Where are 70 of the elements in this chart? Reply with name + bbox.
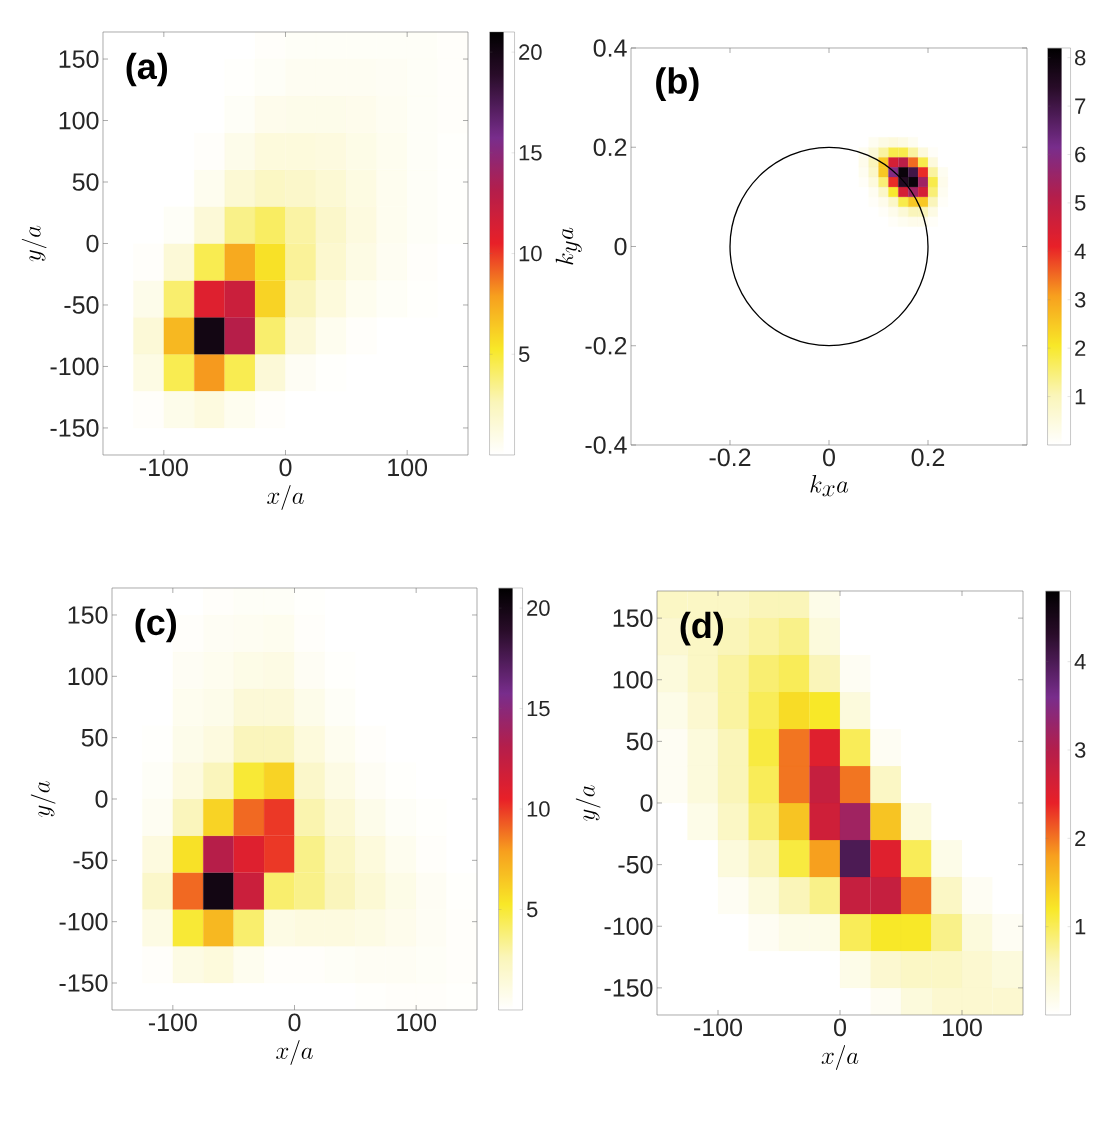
x-axis-title: $x/a$	[821, 1045, 859, 1070]
color-bar-label: 5	[518, 346, 530, 362]
y-tick-label: -50	[64, 296, 99, 314]
x-tick-label: 0.2	[911, 448, 945, 467]
text: (c)	[135, 608, 176, 643]
color-bar-label: 1	[1075, 919, 1086, 935]
color-bar-label: 4	[1074, 654, 1086, 670]
color-bar-label: 3	[1074, 291, 1086, 308]
color-bar-label: 15	[527, 700, 550, 717]
color-bar-label: 5	[526, 901, 538, 918]
color-bar-label: 4	[1074, 243, 1086, 259]
x-tick-label: 100	[388, 458, 428, 477]
y-tick-label: -100	[50, 357, 99, 376]
color-bar-label: 20	[519, 44, 542, 60]
y-axis-title: $k_ya$	[555, 227, 582, 265]
color-bar-label: 8	[1075, 49, 1086, 66]
y-tick-label: 0	[640, 794, 653, 812]
color-bar-label: 5	[1074, 195, 1086, 211]
color-bar-label: 10	[519, 245, 542, 262]
x-tick-label: 100	[397, 1013, 437, 1032]
y-tick-label: 0	[614, 237, 627, 256]
x-tick-label: -100	[148, 1013, 197, 1032]
x-axis-title: $x/a$	[267, 485, 304, 510]
y-tick-label: -0.4	[585, 436, 627, 454]
y-tick-label: -50	[73, 851, 108, 870]
x-tick-label: 0	[823, 448, 835, 467]
x-tick-label: 100	[943, 1018, 982, 1037]
x-tick-label: -0.2	[709, 448, 751, 467]
x-axis-title: $k_xa$	[810, 475, 849, 497]
x-tick-label: 0	[279, 458, 292, 477]
color-bar-label: 6	[1075, 146, 1086, 163]
y-tick-label: 100	[613, 670, 653, 689]
color-bar-label: 3	[1074, 742, 1086, 758]
y-tick-label: -100	[59, 912, 108, 931]
y-tick-label: 50	[72, 173, 99, 191]
text: (d)	[680, 611, 724, 646]
color-bar-label: 1	[1075, 389, 1086, 405]
y-tick-label: 150	[68, 606, 108, 624]
y-tick-label: 100	[59, 111, 99, 130]
y-tick-label: 0.4	[593, 39, 627, 57]
y-axis-title: $y/a$	[30, 781, 56, 817]
color-bar-label: 15	[519, 145, 542, 161]
x-tick-label: 0	[834, 1018, 846, 1037]
y-tick-label: 0.2	[593, 138, 627, 157]
y-tick-label: -50	[618, 855, 653, 874]
y-tick-label: -100	[604, 917, 653, 936]
y-axis-title: $y/a$	[575, 785, 601, 821]
y-tick-label: 150	[59, 50, 99, 68]
x-tick-label: -100	[139, 458, 188, 477]
color-bar-label: 10	[527, 801, 550, 817]
color-bar-label: 20	[527, 600, 550, 616]
text: (b)	[656, 67, 699, 101]
y-tick-label: 150	[613, 609, 653, 627]
y-tick-label: 100	[68, 667, 108, 686]
x-tick-label: -100	[694, 1018, 743, 1037]
text: (a)	[126, 52, 167, 87]
y-tick-label: 50	[626, 732, 653, 751]
y-tick-label: 0	[95, 790, 108, 808]
y-tick-label: -0.2	[585, 336, 627, 355]
y-tick-label: 0	[86, 234, 99, 253]
y-tick-label: -150	[59, 974, 108, 992]
color-bar-label: 2	[1075, 830, 1086, 847]
y-tick-label: -150	[604, 979, 653, 997]
x-axis-title: $x/a$	[276, 1040, 313, 1065]
color-bar-label: 7	[1075, 98, 1086, 114]
y-tick-label: -150	[50, 419, 99, 437]
color-bar-label: 2	[1075, 340, 1086, 356]
y-tick-label: 50	[81, 728, 108, 747]
y-axis-title: $y/a$	[21, 225, 47, 262]
x-tick-label: 0	[288, 1013, 301, 1032]
